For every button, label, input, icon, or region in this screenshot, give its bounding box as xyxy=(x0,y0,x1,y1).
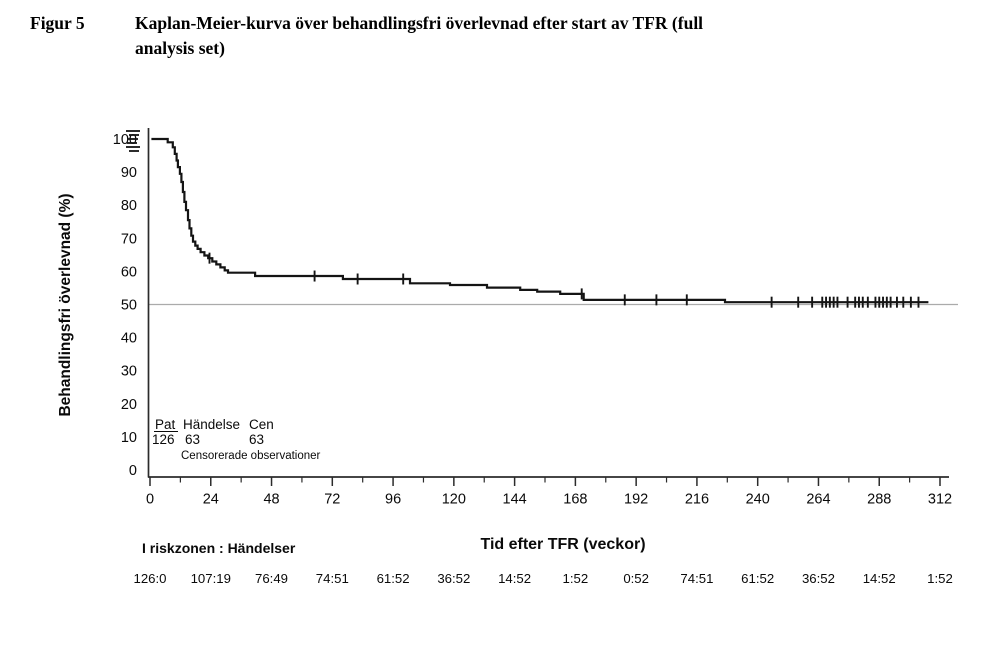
inset-value-handelse: 63 xyxy=(185,432,200,447)
at-risk-value: 36:52 xyxy=(437,571,470,586)
y-tick-label: 20 xyxy=(121,397,137,413)
x-tick-label: 120 xyxy=(442,492,466,508)
inset-value-pat: 126 xyxy=(152,432,175,447)
censored-note: Censorerade observationer xyxy=(181,450,321,462)
y-axis-title: Behandlingsfri överlevnad (%) xyxy=(57,193,74,416)
at-risk-value: 107:19 xyxy=(191,571,231,586)
y-tick-label: 40 xyxy=(121,331,137,347)
y-tick-label: 0 xyxy=(129,463,137,479)
x-tick-label: 312 xyxy=(928,492,952,508)
x-tick-label: 240 xyxy=(746,492,770,508)
x-tick-label: 24 xyxy=(203,492,219,508)
figure-label: Figur 5 xyxy=(30,13,85,33)
y-tick-label: 30 xyxy=(121,364,137,380)
x-tick-label: 96 xyxy=(385,492,401,508)
x-tick-label: 192 xyxy=(624,492,648,508)
at-risk-value: 1:52 xyxy=(927,571,953,586)
inset-value-cen: 63 xyxy=(249,432,264,447)
x-tick-label: 144 xyxy=(503,492,527,508)
inset-header-pat: Pat xyxy=(155,417,176,432)
y-tick-label: 90 xyxy=(121,165,137,181)
inset-header-handelse: Händelse xyxy=(183,417,240,432)
at-risk-value: 74:51 xyxy=(316,571,349,586)
y-tick-label: 10 xyxy=(121,430,137,446)
figure-title-line1: Kaplan-Meier-kurva över behandlingsfri ö… xyxy=(135,13,704,33)
at-risk-value: 14:52 xyxy=(498,571,531,586)
at-risk-value: 14:52 xyxy=(863,571,896,586)
x-tick-label: 264 xyxy=(806,492,830,508)
y-tick-label: 70 xyxy=(121,231,137,247)
y-tick-label: 80 xyxy=(121,198,137,214)
at-risk-label: I riskzonen : Händelser xyxy=(142,540,296,556)
y-tick-label: 100 xyxy=(113,132,137,148)
at-risk-value: 0:52 xyxy=(623,571,649,586)
at-risk-value: 1:52 xyxy=(563,571,589,586)
at-risk-value: 74:51 xyxy=(680,571,713,586)
x-tick-label: 72 xyxy=(324,492,340,508)
chart-geometry: 0 24 48 72 96 120 144 168 192 216 240 264 288 312 0 10 2… xyxy=(113,128,958,586)
at-risk-value: 126:0 xyxy=(133,571,166,586)
y-tick-label: 50 xyxy=(121,298,137,314)
x-axis-title: Tid efter TFR (veckor) xyxy=(480,536,645,553)
at-risk-value: 61:52 xyxy=(377,571,410,586)
y-tick-label: 60 xyxy=(121,264,137,280)
x-tick-label: 168 xyxy=(563,492,587,508)
figure-header: Figur 5 Kaplan-Meier-kurva över behandli… xyxy=(30,11,790,61)
at-risk-value: 36:52 xyxy=(802,571,835,586)
inset-header-cen: Cen xyxy=(249,417,274,432)
x-tick-label: 216 xyxy=(685,492,709,508)
at-risk-value: 61:52 xyxy=(741,571,774,586)
x-tick-label: 0 xyxy=(146,492,154,508)
figure-title-line2: analysis set) xyxy=(135,38,225,58)
figure-title: Kaplan-Meier-kurva över behandlingsfri ö… xyxy=(135,11,790,61)
x-tick-label: 48 xyxy=(263,492,279,508)
at-risk-value: 76:49 xyxy=(255,571,288,586)
x-tick-label: 288 xyxy=(867,492,891,508)
inset-stats: Pat Händelse Cen 126 63 63 Censorerade o… xyxy=(152,417,321,462)
km-curve xyxy=(151,137,929,304)
